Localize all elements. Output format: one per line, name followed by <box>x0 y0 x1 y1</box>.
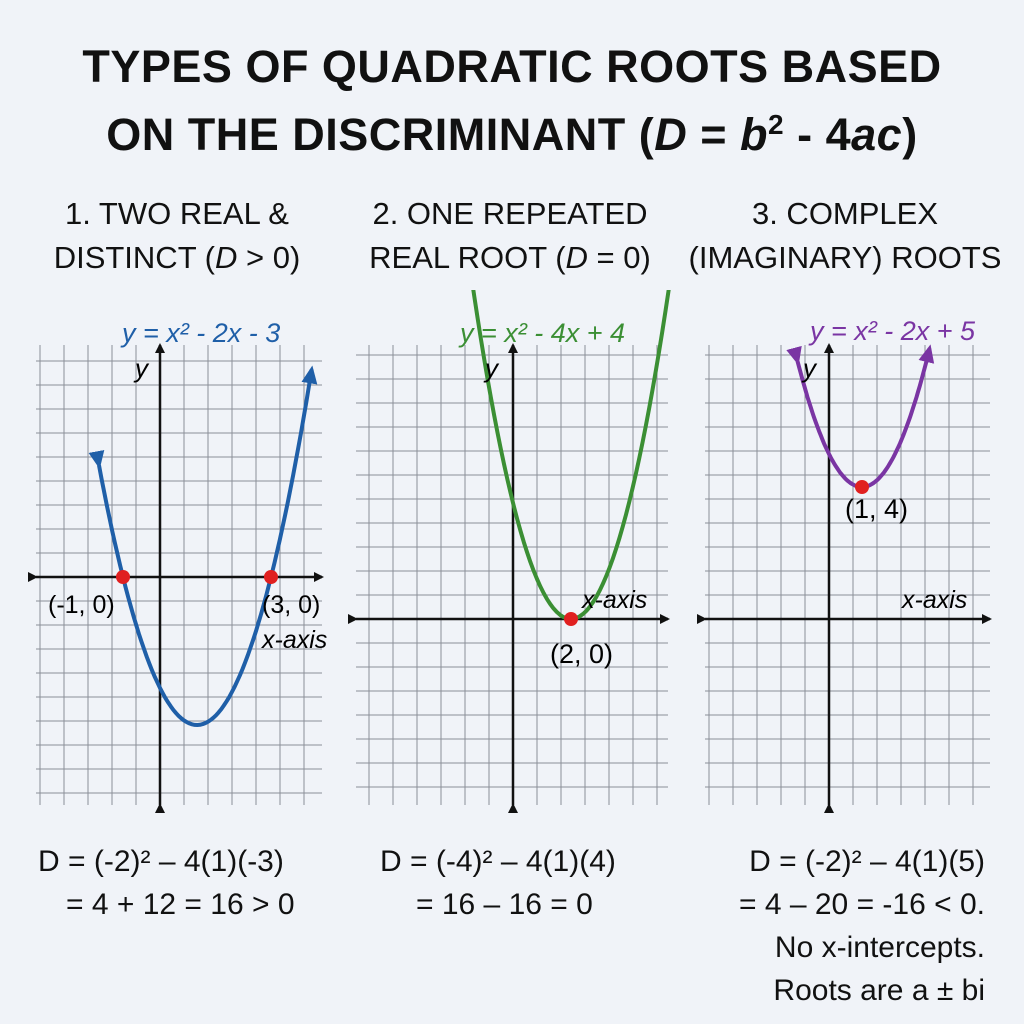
parabola-curve <box>88 365 318 727</box>
panel-3-point-label-1: (1, 4) <box>845 494 908 524</box>
key-point-marker <box>116 570 130 584</box>
panel-1-calculation: D = (-2)² – 4(1)(-3) = 4 + 12 = 16 > 0 <box>38 840 295 926</box>
panel-2-heading-prefix: REAL ROOT ( <box>369 240 566 275</box>
panel-2-heading-line-1: 2. ONE REPEATED <box>372 196 648 231</box>
title-var-d: D <box>654 109 688 160</box>
panel-1-calc-line-1: D = (-2)² – 4(1)(-3) <box>38 845 284 878</box>
title-line-2: ON THE DISCRIMINANT (D = b2 - 4ac) <box>0 96 1024 164</box>
panel-1-point-label-2: (3, 0) <box>262 591 320 619</box>
panel-3-heading-prefix: (IMAGINARY) ROOTS <box>688 240 1002 275</box>
panel-1-x-label: x-axis <box>261 626 327 654</box>
title-var-b: b <box>740 109 769 160</box>
panel-3-heading: 3. COMPLEX (IMAGINARY) ROOTS <box>680 192 1010 280</box>
panel-3-calc-line-2: = 4 – 20 = -16 < 0. <box>738 888 985 921</box>
grid <box>705 345 990 805</box>
panel-3-heading-line-2: (IMAGINARY) ROOTS <box>680 236 1010 280</box>
panel-3-calc-line-4: Roots are a ± bi <box>773 974 985 1007</box>
page-title: TYPES OF QUADRATIC ROOTS BASED ON THE DI… <box>0 38 1024 164</box>
panel-3-calculation: D = (-2)² – 4(1)(5) = 4 – 20 = -16 < 0. … <box>715 840 985 1012</box>
title-line-2-prefix: ON THE DISCRIMINANT ( <box>106 109 655 160</box>
panel-1-heading-var: D <box>215 240 238 275</box>
title-var-ac: ac <box>851 109 903 160</box>
panel-1-heading: 1. TWO REAL & DISTINCT (D > 0) <box>12 192 342 280</box>
panel-1-heading-prefix: DISTINCT ( <box>53 240 215 275</box>
panel-1-heading-line-1: 1. TWO REAL & <box>65 196 289 231</box>
key-point-marker <box>264 570 278 584</box>
panel-3-x-label: x-axis <box>901 586 967 614</box>
title-exponent: 2 <box>768 109 785 140</box>
panel-2-heading-var: D <box>565 240 588 275</box>
panel-2-equation: y = x² - 4x + 4 <box>458 318 625 348</box>
graph-panel-3 <box>697 343 992 813</box>
panel-3-calc-line-3: No x-intercepts. <box>774 931 985 964</box>
title-minus-4: - 4 <box>784 109 852 160</box>
key-point-marker <box>855 480 869 494</box>
panel-2-x-label: x-axis <box>581 586 647 614</box>
panel-2-heading-line-2: REAL ROOT (D = 0) <box>345 236 675 280</box>
panel-3-equation: y = x² - 2x + 5 <box>808 316 976 346</box>
panel-2-calculation: D = (-4)² – 4(1)(4) = 16 – 16 = 0 <box>380 840 616 926</box>
panel-1-equation: y = x² - 2x - 3 <box>120 318 280 348</box>
parabola-curve <box>786 344 935 489</box>
panel-3-y-label: y <box>801 353 818 383</box>
panel-2-calc-line-2: = 16 – 16 = 0 <box>416 888 593 921</box>
panel-2-point-label-1: (2, 0) <box>550 639 613 669</box>
graphs-area: y = x² - 2x - 3 y = x² - 4x + 4 y = x² -… <box>28 290 992 813</box>
panel-2-heading-suffix: = 0) <box>587 240 651 275</box>
graph-panel-2 <box>348 290 671 813</box>
panel-3-calc-line-1: D = (-2)² – 4(1)(5) <box>749 845 985 878</box>
title-line-1: TYPES OF QUADRATIC ROOTS BASED <box>82 41 942 92</box>
key-point-marker <box>564 612 578 626</box>
panel-1-point-label-1: (-1, 0) <box>48 591 115 619</box>
panel-1-heading-line-2: DISTINCT (D > 0) <box>12 236 342 280</box>
graph-panel-1 <box>28 343 324 813</box>
title-equals: = <box>687 109 741 160</box>
grid <box>36 345 322 805</box>
panel-2-calc-line-1: D = (-4)² – 4(1)(4) <box>380 845 616 878</box>
title-close-paren: ) <box>902 109 918 160</box>
panel-1-y-label: y <box>133 353 150 383</box>
panel-1-calc-line-2: = 4 + 12 = 16 > 0 <box>66 888 295 921</box>
panel-1-heading-suffix: > 0) <box>237 240 301 275</box>
panel-2-y-label: y <box>483 353 500 383</box>
panel-3-heading-line-1: 3. COMPLEX <box>751 196 939 231</box>
panel-2-heading: 2. ONE REPEATED REAL ROOT (D = 0) <box>345 192 675 280</box>
